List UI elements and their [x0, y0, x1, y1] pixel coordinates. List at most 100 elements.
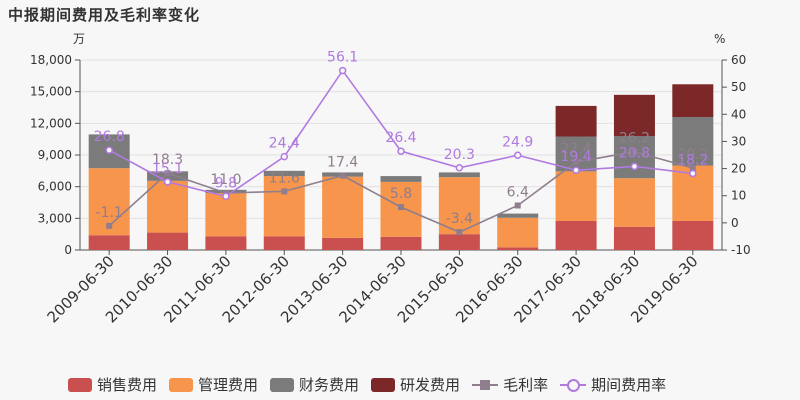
legend-item-expense-ratio[interactable]: 期间费用率 [560, 374, 666, 395]
bar-segment [555, 171, 597, 221]
bar-segment [438, 177, 480, 235]
expense-ratio-data-label: 56.1 [327, 50, 358, 66]
gross-margin-data-label: 18.3 [152, 152, 183, 168]
y-right-tick-label: 10 [731, 189, 746, 203]
gross-margin-point [281, 188, 288, 195]
y-right-tick-label: -10 [731, 243, 751, 257]
bar-segment [497, 213, 539, 218]
bar-segment [322, 237, 364, 250]
bar-segment [380, 236, 422, 250]
bar-segment [672, 220, 714, 250]
bar-segment [555, 220, 597, 250]
expense-ratio-data-label: 20.8 [619, 145, 650, 161]
bar-segment [613, 136, 655, 179]
legend-item-sales[interactable]: 销售费用 [68, 374, 157, 395]
gross-margin-data-label: -1.1 [96, 205, 123, 221]
y-right-tick-label: 60 [731, 53, 746, 67]
expense-ratio-point [630, 162, 639, 171]
expense-ratio-point [222, 192, 230, 201]
expense-ratio-data-label: 24.9 [502, 134, 533, 150]
gross-margin-data-label: 22.4 [561, 141, 592, 157]
line-square-marker-icon [472, 378, 499, 392]
gross-margin-data-label: -3.4 [446, 211, 473, 227]
legend-item-admin[interactable]: 管理费用 [169, 374, 258, 395]
expense-ratio-data-label: 9.8 [215, 175, 237, 191]
expense-ratio-point [572, 166, 580, 174]
line-circle-marker-icon [560, 378, 587, 392]
gross-margin-point [514, 202, 521, 209]
y-right-tick-label: 20 [731, 162, 746, 176]
legend-label-expense-ratio: 期间费用率 [591, 376, 667, 394]
chart-title: 中报期间费用及毛利率变化 [8, 6, 201, 24]
expense-ratio-point [397, 147, 405, 155]
bar-segment [497, 217, 539, 248]
gross-margin-point [398, 204, 404, 211]
finance-swatch-icon [270, 377, 295, 392]
gross-margin-point [689, 165, 696, 172]
bar-segment [147, 180, 189, 233]
bar-segment [555, 136, 597, 172]
expense-ratio-point [338, 66, 347, 75]
expense-ratio-data-label: 18.2 [677, 152, 708, 168]
gross-margin-point [456, 229, 463, 236]
expense-ratio-point [513, 151, 522, 160]
gross-margin-point [106, 222, 113, 229]
expense-ratio-data-label: 26.8 [94, 129, 125, 145]
y-left-tick-label: 18,000 [30, 53, 72, 67]
y-right-tick-label: 30 [731, 134, 746, 148]
expense-ratio-point [455, 164, 464, 172]
gross-margin-data-label: 11.0 [210, 172, 241, 188]
y-right-tick-label: 50 [731, 80, 746, 94]
y-left-tick-label: 6,000 [38, 180, 72, 194]
gross-margin-data-label: 17.4 [327, 155, 358, 171]
legend-label-gross-margin: 毛利率 [503, 376, 549, 394]
gross-margin-data-label: 26.2 [619, 131, 650, 147]
expense-ratio-data-label: 15.1 [152, 161, 183, 177]
bar-segment [263, 170, 305, 177]
legend-label-admin: 管理费用 [198, 376, 259, 394]
legend-item-rnd[interactable]: 研发费用 [371, 374, 460, 395]
y-right-unit-label: % [714, 32, 725, 46]
gross-margin-point [164, 170, 171, 177]
expense-ratio-point [689, 169, 697, 178]
bar-segment [205, 236, 247, 250]
legend-label-finance: 财务费用 [299, 376, 360, 394]
bar-segment [613, 178, 655, 227]
legend-label-sales: 销售费用 [97, 376, 158, 394]
expense-ratio-point [163, 178, 172, 186]
bar-segment [672, 84, 714, 117]
legend-item-gross-margin[interactable]: 毛利率 [472, 374, 548, 395]
bar-segment [672, 117, 714, 166]
y-right-tick-label: 0 [731, 216, 739, 230]
bar-segment [613, 226, 655, 250]
gross-margin-point [631, 148, 638, 155]
y-right-tick-label: 40 [731, 107, 746, 121]
legend-item-finance[interactable]: 财务费用 [270, 374, 359, 395]
expense-ratio-data-label: 20.3 [444, 147, 475, 163]
bar-segment [205, 193, 247, 237]
expense-ratio-data-label: 24.4 [269, 136, 300, 152]
gross-margin-data-label: 11.6 [269, 170, 300, 186]
expense-ratio-point [280, 152, 289, 161]
gross-margin-data-label: 20.2 [677, 147, 708, 163]
bar-segment [380, 176, 422, 182]
gross-margin-data-label: 6.4 [507, 184, 529, 200]
y-left-unit-label: 万 [73, 32, 85, 46]
expense-ratio-data-label: 19.4 [561, 149, 592, 165]
legend: 销售费用 管理费用 财务费用 研发费用 毛利率 期间费用率 [68, 374, 666, 395]
expense-ratio-data-label: 26.4 [385, 130, 416, 146]
gross-margin-point [339, 172, 346, 179]
y-left-tick-label: 9,000 [38, 148, 72, 162]
bar-segment [263, 236, 305, 250]
rnd-swatch-icon [371, 377, 396, 392]
bar-segment [438, 234, 480, 250]
bar-segment [613, 94, 655, 136]
bar-segment [263, 176, 305, 237]
bar-segment [555, 105, 597, 137]
bar-segment [438, 172, 480, 178]
bar-segment [147, 232, 189, 250]
bar-segment [88, 235, 130, 250]
sales-swatch-icon [68, 377, 92, 392]
y-left-tick-label: 3,000 [38, 211, 72, 225]
